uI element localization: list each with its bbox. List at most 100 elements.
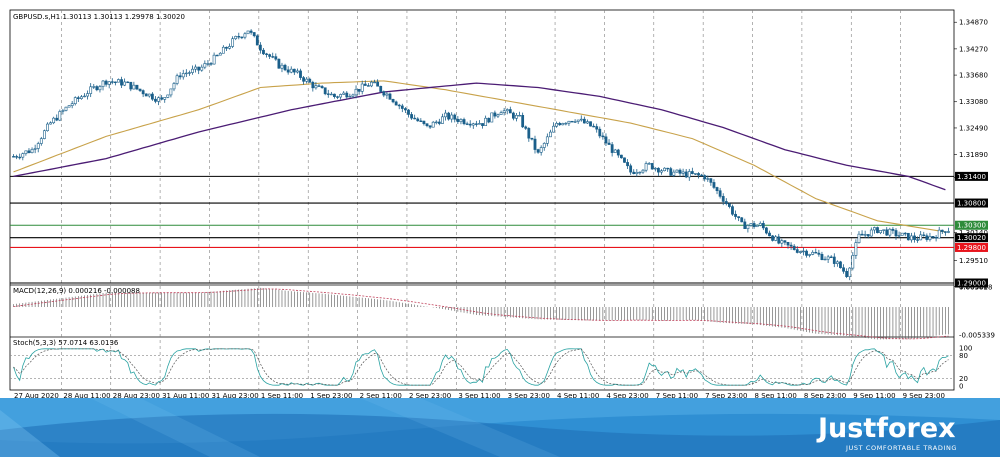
candle	[542, 142, 546, 151]
candle	[258, 42, 262, 54]
candle	[539, 145, 543, 156]
candle	[101, 79, 105, 91]
candle	[98, 85, 102, 93]
candle	[552, 122, 555, 133]
x-tick-label: 31 Aug 11:00	[162, 392, 209, 400]
candle	[832, 253, 836, 268]
candle	[829, 255, 833, 258]
macd-tick-label: -0.005339	[959, 332, 995, 340]
x-tick-label: 7 Sep 11:00	[656, 392, 698, 400]
candle	[83, 93, 86, 98]
candle	[894, 228, 898, 240]
candle	[129, 81, 133, 92]
candle	[422, 120, 426, 126]
candle	[292, 68, 296, 75]
candle	[484, 115, 488, 126]
candle	[783, 240, 787, 246]
candle	[623, 157, 626, 163]
x-tick-label: 4 Sep 11:00	[557, 392, 599, 400]
candle	[135, 84, 139, 91]
candle	[416, 117, 420, 122]
candle	[549, 129, 552, 138]
macd-tick-label: 0.003828	[959, 284, 992, 292]
candle	[814, 248, 818, 254]
candle	[558, 121, 562, 126]
candle	[690, 167, 694, 175]
chart-title: GBPUSD.s,H1 1.30113 1.30113 1.29978 1.30…	[13, 13, 185, 21]
candle	[657, 167, 660, 176]
level-tag	[955, 278, 988, 288]
price-tick-label: 1.34270	[959, 45, 988, 53]
level-value: 1.29800	[957, 244, 986, 252]
x-tick-label: 1 Sep 11:00	[261, 392, 303, 400]
candle	[727, 202, 731, 209]
candle	[638, 171, 642, 175]
candle	[916, 236, 920, 243]
level-value: 1.30300	[957, 222, 986, 230]
level-tag	[955, 233, 988, 243]
candle	[752, 220, 756, 229]
candle	[755, 224, 759, 228]
candle	[709, 178, 713, 186]
candle	[425, 123, 429, 128]
level-tag	[955, 198, 988, 208]
candle	[363, 80, 367, 86]
candle	[348, 93, 352, 98]
candle	[228, 43, 231, 50]
candle	[385, 91, 389, 99]
candle	[660, 169, 663, 175]
candle	[524, 125, 528, 130]
candle	[947, 227, 950, 234]
candle	[474, 120, 478, 127]
candle	[780, 238, 784, 248]
candle	[508, 106, 512, 114]
candle	[786, 241, 790, 249]
candle	[308, 77, 312, 83]
x-tick-label: 2 Sep 11:00	[360, 392, 402, 400]
candle	[24, 150, 28, 156]
candle	[428, 125, 432, 129]
candle	[826, 254, 830, 263]
candle	[95, 85, 99, 92]
candle	[496, 113, 500, 119]
candle	[391, 98, 395, 104]
x-tick-label: 3 Sep 11:00	[458, 392, 500, 400]
candle	[456, 116, 460, 124]
candle	[882, 229, 886, 234]
candle	[15, 154, 19, 160]
candle	[450, 112, 454, 123]
candle	[39, 136, 43, 146]
price-tick-label: 1.29510	[959, 257, 988, 265]
candle	[120, 76, 123, 88]
candle	[441, 113, 444, 124]
x-tick-label: 28 Aug 23:00	[113, 392, 160, 400]
candle	[802, 247, 805, 256]
candle	[92, 83, 96, 90]
candle	[323, 87, 327, 96]
candle	[740, 217, 744, 223]
candle	[721, 193, 725, 206]
candle	[104, 79, 108, 87]
candle	[478, 120, 481, 125]
candle	[246, 30, 250, 35]
x-tick-label: 9 Sep 23:00	[903, 392, 945, 400]
candle	[854, 239, 858, 259]
candle	[296, 68, 299, 74]
candle	[107, 81, 111, 89]
candle	[388, 92, 392, 100]
candle	[465, 121, 469, 126]
candle	[820, 251, 824, 261]
candle	[459, 118, 463, 125]
candle	[67, 105, 71, 108]
candle	[743, 218, 747, 229]
candle	[453, 113, 457, 123]
candle	[407, 108, 410, 118]
candle	[342, 91, 346, 95]
x-tick-label: 9 Sep 11:00	[853, 392, 895, 400]
candle	[734, 210, 737, 220]
candle	[379, 85, 383, 93]
candle	[58, 109, 62, 122]
candle	[607, 139, 611, 145]
candle	[262, 48, 265, 55]
